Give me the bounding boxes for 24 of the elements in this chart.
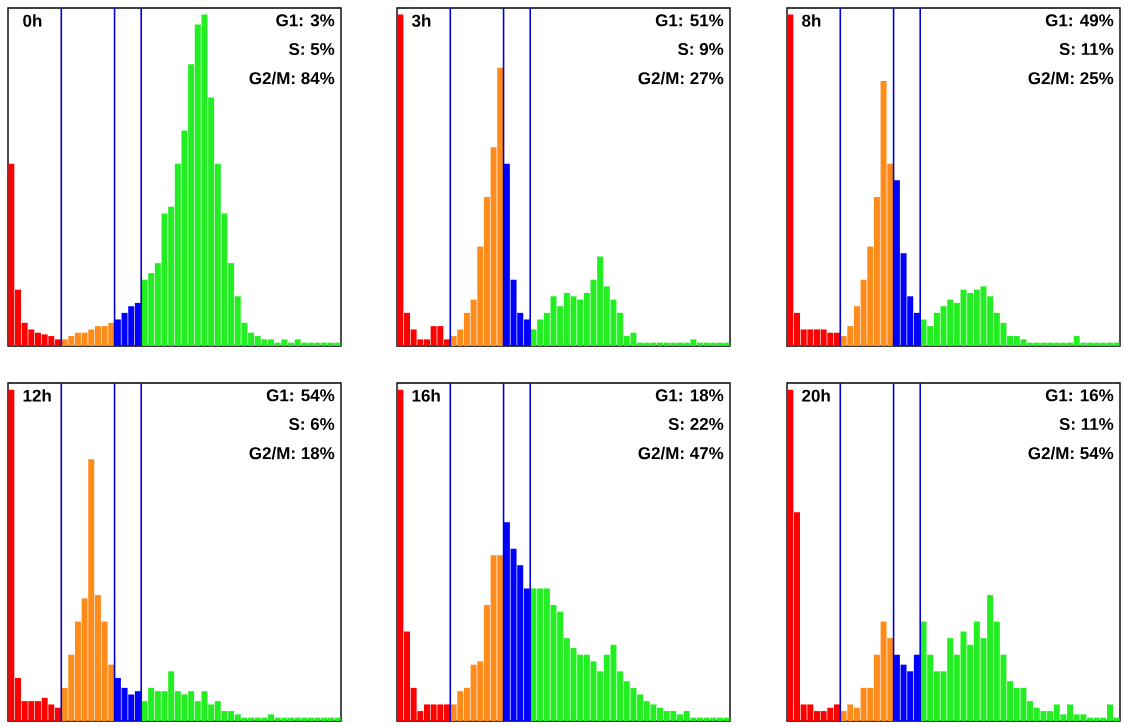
annotation: G1: 54% (266, 389, 335, 402)
annotation: G1: 16% (1045, 389, 1114, 402)
annotation: G2/M: 27% (638, 71, 724, 85)
annotation: 0h (23, 14, 42, 27)
annotation: G1: 18% (655, 389, 724, 402)
annotation: 16h (412, 389, 440, 402)
annotation: G1: 49% (1045, 14, 1114, 27)
annotation: G2/M: 84% (249, 71, 335, 85)
annotation: S: 11% (1059, 418, 1114, 431)
annotation: G2/M: 54% (1028, 446, 1114, 460)
annotation: S: 22% (668, 418, 724, 431)
annotation: 3h (411, 14, 431, 27)
annotation: G1: 3% (276, 14, 335, 27)
annotation: G2/M: 25% (1028, 71, 1114, 85)
annotation: G2/M: 47% (638, 446, 724, 460)
annotation: S: 11% (1059, 42, 1114, 56)
annotation: S: 9% (678, 42, 724, 56)
annotation: S: 6% (289, 418, 335, 431)
annotation: 8h (802, 14, 821, 27)
annotation: G1: 51% (655, 14, 724, 27)
annotation: 20h (802, 389, 830, 402)
annotation: G2/M: 18% (249, 446, 335, 460)
annotation: S: 5% (289, 42, 335, 56)
annotation: 12h (23, 389, 51, 402)
